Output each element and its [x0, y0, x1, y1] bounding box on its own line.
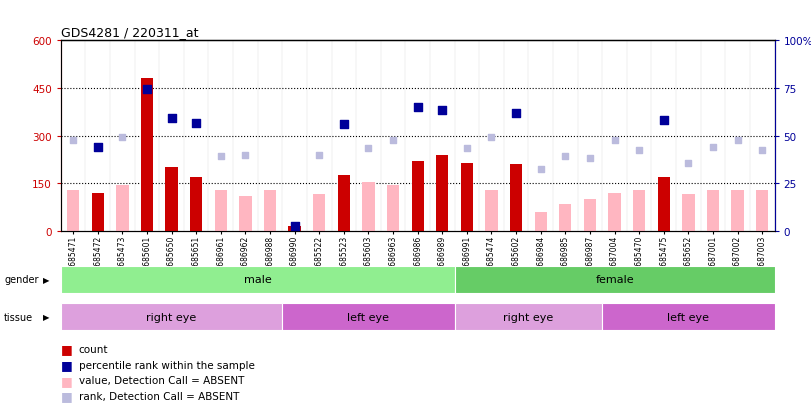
Point: [387, 138, 400, 144]
Bar: [165, 168, 178, 231]
Text: tissue: tissue: [4, 312, 33, 322]
Point: [140, 86, 153, 93]
Bar: [411, 161, 424, 231]
Bar: [732, 190, 744, 231]
Point: [756, 147, 769, 154]
Bar: [455, 266, 775, 293]
Point: [362, 146, 375, 152]
Text: female: female: [595, 275, 634, 285]
Point: [706, 144, 719, 151]
Point: [92, 144, 105, 151]
Bar: [485, 190, 498, 231]
Bar: [455, 304, 603, 330]
Point: [657, 117, 670, 124]
Text: rank, Detection Call = ABSENT: rank, Detection Call = ABSENT: [79, 391, 239, 401]
Bar: [61, 266, 455, 293]
Bar: [387, 185, 399, 231]
Point: [509, 111, 522, 117]
Point: [116, 135, 129, 141]
Bar: [363, 182, 375, 231]
Point: [214, 154, 227, 160]
Point: [337, 121, 350, 128]
Point: [633, 147, 646, 154]
Point: [731, 138, 744, 144]
Point: [239, 152, 252, 159]
Point: [313, 152, 326, 159]
Bar: [313, 195, 325, 231]
Text: male: male: [244, 275, 272, 285]
Bar: [337, 176, 350, 231]
Point: [288, 223, 301, 230]
Point: [682, 160, 695, 166]
Text: ▶: ▶: [43, 313, 49, 321]
Text: percentile rank within the sample: percentile rank within the sample: [79, 360, 255, 370]
Bar: [215, 190, 227, 231]
Text: ■: ■: [61, 342, 72, 356]
Text: gender: gender: [4, 275, 39, 285]
Bar: [141, 79, 153, 231]
Point: [583, 155, 596, 162]
Bar: [67, 190, 79, 231]
Text: right eye: right eye: [504, 312, 554, 322]
Bar: [282, 304, 455, 330]
Point: [67, 138, 79, 144]
Bar: [289, 226, 301, 231]
Bar: [608, 193, 620, 231]
Point: [436, 108, 448, 114]
Bar: [92, 193, 104, 231]
Bar: [510, 165, 522, 231]
Bar: [534, 212, 547, 231]
Point: [485, 135, 498, 141]
Text: left eye: left eye: [347, 312, 389, 322]
Bar: [682, 195, 694, 231]
Point: [534, 166, 547, 173]
Bar: [264, 190, 277, 231]
Bar: [658, 178, 670, 231]
Bar: [756, 190, 768, 231]
Point: [461, 146, 474, 152]
Bar: [61, 304, 282, 330]
Text: ■: ■: [61, 374, 72, 387]
Bar: [633, 190, 646, 231]
Point: [165, 116, 178, 122]
Bar: [603, 304, 775, 330]
Point: [559, 154, 572, 160]
Point: [411, 104, 424, 111]
Point: [190, 120, 203, 127]
Bar: [190, 178, 202, 231]
Point: [608, 138, 621, 144]
Text: count: count: [79, 344, 108, 354]
Bar: [559, 204, 572, 231]
Bar: [239, 197, 251, 231]
Bar: [461, 163, 473, 231]
Text: ■: ■: [61, 358, 72, 371]
Text: right eye: right eye: [147, 312, 197, 322]
Bar: [436, 155, 448, 231]
Bar: [584, 199, 596, 231]
Text: GDS4281 / 220311_at: GDS4281 / 220311_at: [61, 26, 199, 39]
Text: left eye: left eye: [667, 312, 710, 322]
Text: value, Detection Call = ABSENT: value, Detection Call = ABSENT: [79, 375, 244, 385]
Bar: [707, 190, 719, 231]
Bar: [116, 185, 128, 231]
Text: ▶: ▶: [43, 275, 49, 284]
Text: ■: ■: [61, 389, 72, 403]
